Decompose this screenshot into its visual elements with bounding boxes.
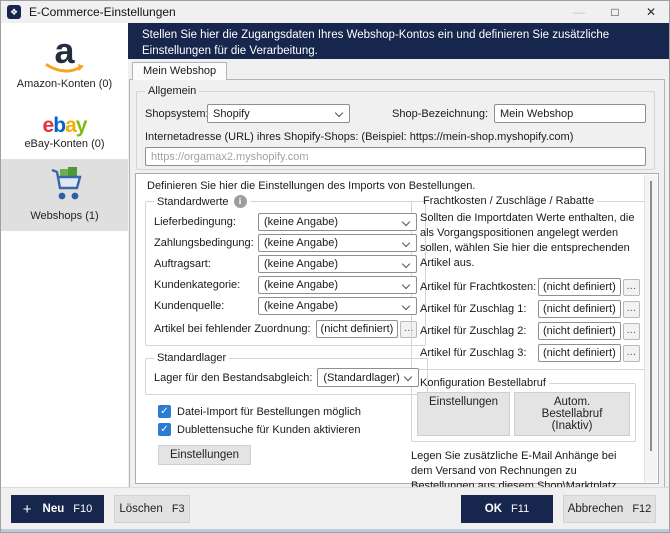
standardlager-legend: Standardlager [157,352,227,364]
frachtkosten-legend: Frachtkosten / Zuschläge / Rabatte [423,195,595,207]
lieferbedingung-select[interactable]: (keine Angabe) [258,213,418,231]
abbrechen-button[interactable]: Abbrechen F12 [563,495,656,523]
header-text: Stellen Sie hier die Zugangsdaten Ihres … [142,29,610,58]
loeschen-button[interactable]: Löschen F3 [114,495,190,523]
chevron-down-icon [402,259,411,269]
datei-import-checkbox-row[interactable]: ✓ Datei-Import für Bestellungen möglich [158,405,403,418]
auftragsart-label: Auftragsart: [154,258,211,270]
artikel-zuschlag1-label: Artikel für Zuschlag 1: [420,303,527,316]
kundenkategorie-select[interactable]: (keine Angabe) [258,276,418,294]
chevron-down-icon [402,301,411,311]
zahlungsbedingung-select[interactable]: (keine Angabe) [258,234,418,252]
bestellabruf-legend: Konfiguration Bestellabruf [420,377,546,390]
plus-icon: + [22,500,32,518]
frachtkosten-group: Frachtkosten / Zuschläge / Rabatte Sollt… [411,195,649,371]
autom-bestellabruf-button[interactable]: Autom. Bestellabruf (Inaktiv) [514,392,630,437]
chevron-down-icon [402,280,411,290]
shop-bezeichnung-input[interactable]: Mein Webshop [494,104,646,123]
frachtkosten-description: Sollten die Importdaten Werte enthalten,… [420,212,635,269]
shop-url-input[interactable]: https://orgamax2.myshopify.com [145,147,646,166]
checkbox-checked-icon[interactable]: ✓ [158,405,171,418]
shopping-cart-icon [51,167,82,200]
bestellabruf-group: Konfiguration Bestellabruf Einstellungen… [411,377,636,443]
artikel-zuschlag1-browse-button[interactable]: … [622,300,640,318]
app-icon: ❖ [7,5,21,19]
footer-bar: + Neu F10 Löschen F3 OK F11 Abbrechen F1… [1,487,669,529]
amazon-smile-icon [45,63,84,73]
scrollbar-thumb[interactable] [650,181,652,451]
lager-label: Lager für den Bestandsabgleich: [154,371,313,384]
import-intro-text: Definieren Sie hier die Einstellungen de… [147,180,476,192]
allgemein-group: Allgemein Shopsystem: Shopify Shop-Bezei… [136,85,655,170]
shop-url-value: https://orgamax2.myshopify.com [151,150,309,163]
titlebar: ❖ E-Commerce-Einstellungen — □ ✕ [1,1,669,23]
close-button[interactable]: ✕ [645,5,657,19]
shopsystem-label: Shopsystem: [145,107,209,120]
shop-bezeichnung-label: Shop-Bezeichnung: [392,107,489,120]
chevron-down-icon [403,372,413,382]
chevron-down-icon [334,108,344,118]
tab-mein-webshop[interactable]: Mein Webshop [132,62,228,80]
einstellungen-button[interactable]: Einstellungen [158,445,252,465]
artikel-zuordnung-value: (nicht definiert) [315,320,399,338]
window-bottom-edge [1,529,669,532]
neu-button[interactable]: + Neu F10 [11,495,104,523]
shopsystem-select[interactable]: Shopify [207,104,350,123]
webshop-settings-panel: Allgemein Shopsystem: Shopify Shop-Bezei… [129,79,665,532]
sidebar-item-label: Amazon-Konten (0) [16,78,113,90]
bestellabruf-einstellungen-button[interactable]: Einstellungen [417,392,511,437]
standardwerte-legend: Standardwerte i [154,195,250,208]
artikel-frachtkosten-label: Artikel für Frachtkosten: [420,281,537,294]
sidebar-item-webshops[interactable]: Webshops (1) [1,159,128,231]
chevron-down-icon [402,217,411,227]
sidebar-item-label: eBay-Konten (0) [24,138,105,150]
standardlager-group: Standardlager Lager für den Bestandsabgl… [145,352,428,395]
window-title: E-Commerce-Einstellungen [29,5,176,19]
artikel-zuschlag2-value: (nicht definiert) [538,322,621,341]
minimize-button[interactable]: — [573,5,585,19]
artikel-zuschlag2-label: Artikel für Zuschlag 2: [420,325,527,338]
lieferbedingung-label: Lieferbedingung: [154,216,236,228]
chevron-down-icon [402,238,411,248]
artikel-zuschlag3-label: Artikel für Zuschlag 3: [420,347,527,360]
import-settings-scrollpanel: Definieren Sie hier die Einstellungen de… [135,173,659,532]
dublettensuche-checkbox-label: Dublettensuche für Kunden aktivieren [177,423,361,436]
artikel-zuschlag2-browse-button[interactable]: … [622,322,640,340]
kundenquelle-select[interactable]: (keine Angabe) [258,297,418,315]
sidebar-item-label: Webshops (1) [30,210,99,222]
artikel-frachtkosten-browse-button[interactable]: … [622,278,640,296]
ok-button[interactable]: OK F11 [461,495,553,523]
shopsystem-value: Shopify [213,107,250,120]
kundenkategorie-label: Kundenkategorie: [154,279,241,291]
allgemein-legend: Allgemein [148,85,197,97]
dublettensuche-checkbox-row[interactable]: ✓ Dublettensuche für Kunden aktivieren [158,423,403,436]
auftragsart-select[interactable]: (keine Angabe) [258,255,418,273]
artikel-zuordnung-browse-button[interactable]: … [400,320,418,338]
shop-bezeichnung-value: Mein Webshop [500,107,574,120]
lager-select[interactable]: (Standardlager) [317,368,419,387]
url-label: Internetadresse (URL) ihres Shopify-Shop… [145,131,574,143]
standardwerte-group: Standardwerte i Lieferbedingung: (keine A… [145,195,427,346]
artikel-frachtkosten-value: (nicht definiert) [538,278,621,297]
artikel-zuordnung-label: Artikel bei fehlender Zuordnung: [154,323,311,335]
maximize-button[interactable]: □ [611,5,619,19]
account-type-sidebar: a Amazon-Konten (0) ebay eBay-Konten (0)… [1,23,128,489]
sidebar-item-amazon[interactable]: a Amazon-Konten (0) [1,23,128,91]
amazon-logo-icon: a [54,30,75,71]
zahlungsbedingung-label: Zahlungsbedingung: [154,237,254,249]
kundenquelle-label: Kundenquelle: [154,300,225,312]
artikel-zuschlag3-browse-button[interactable]: … [622,344,640,362]
ebay-logo-icon: ebay [42,114,88,137]
vertical-scrollbar[interactable] [644,175,657,482]
header-banner: Stellen Sie hier die Zugangsdaten Ihres … [128,23,669,59]
artikel-zuschlag3-value: (nicht definiert) [538,344,621,363]
artikel-zuschlag1-value: (nicht definiert) [538,300,621,319]
info-icon[interactable]: i [233,195,247,208]
checkbox-checked-icon[interactable]: ✓ [158,423,171,436]
sidebar-item-ebay[interactable]: ebay eBay-Konten (0) [1,114,128,150]
datei-import-checkbox-label: Datei-Import für Bestellungen möglich [177,405,362,418]
window-controls: — □ ✕ [561,1,669,23]
